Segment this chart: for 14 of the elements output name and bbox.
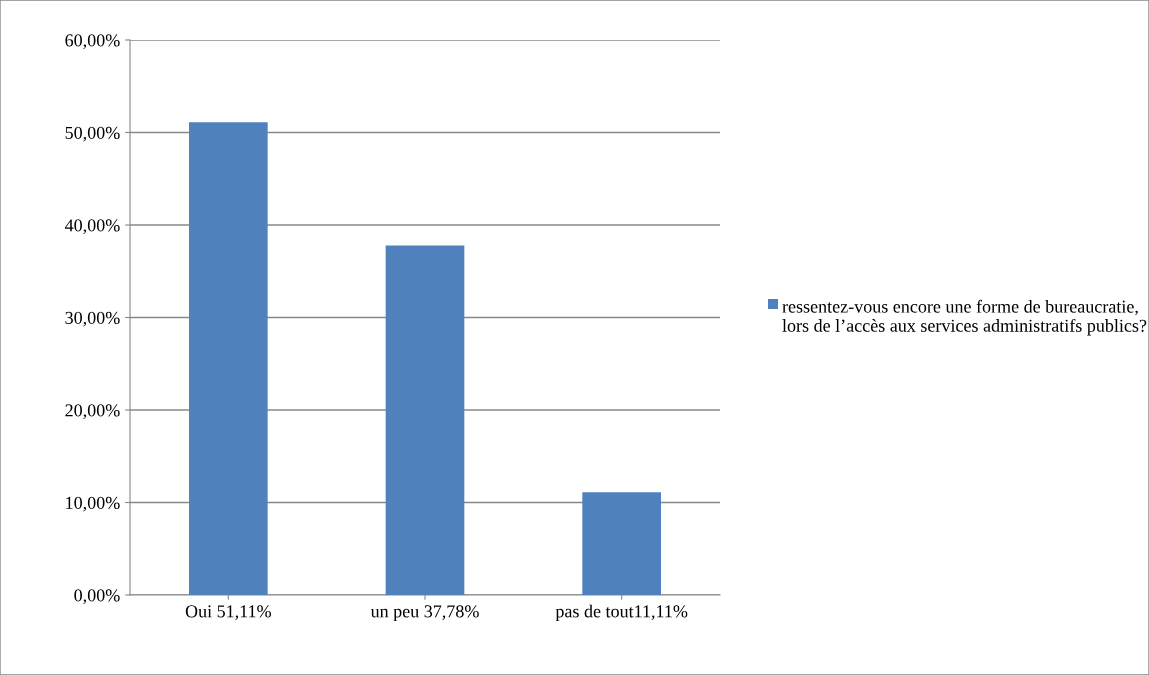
y-tick-label: 50,00% <box>65 126 120 142</box>
y-tick-label: 10,00% <box>66 496 120 512</box>
y-tick-label: 0,00% <box>74 589 120 605</box>
y-tick-label: 30,00% <box>65 311 120 327</box>
legend-label: ressentez-vous encore une forme de bureaucratie, lors de l’accès aux services administratifs publics? <box>782 299 1147 336</box>
bar <box>189 122 268 595</box>
x-tick-label: pas de tout11,11% <box>555 604 688 622</box>
y-tick-label: 20,00% <box>65 404 120 420</box>
bar <box>582 492 661 595</box>
y-tick-label: 60,00% <box>65 34 120 50</box>
x-tick-label: un peu 37,78% <box>370 605 479 622</box>
y-tick-label: 40,00% <box>64 219 120 235</box>
x-tick-label: Oui 51,11% <box>185 605 272 621</box>
bar <box>385 245 465 595</box>
